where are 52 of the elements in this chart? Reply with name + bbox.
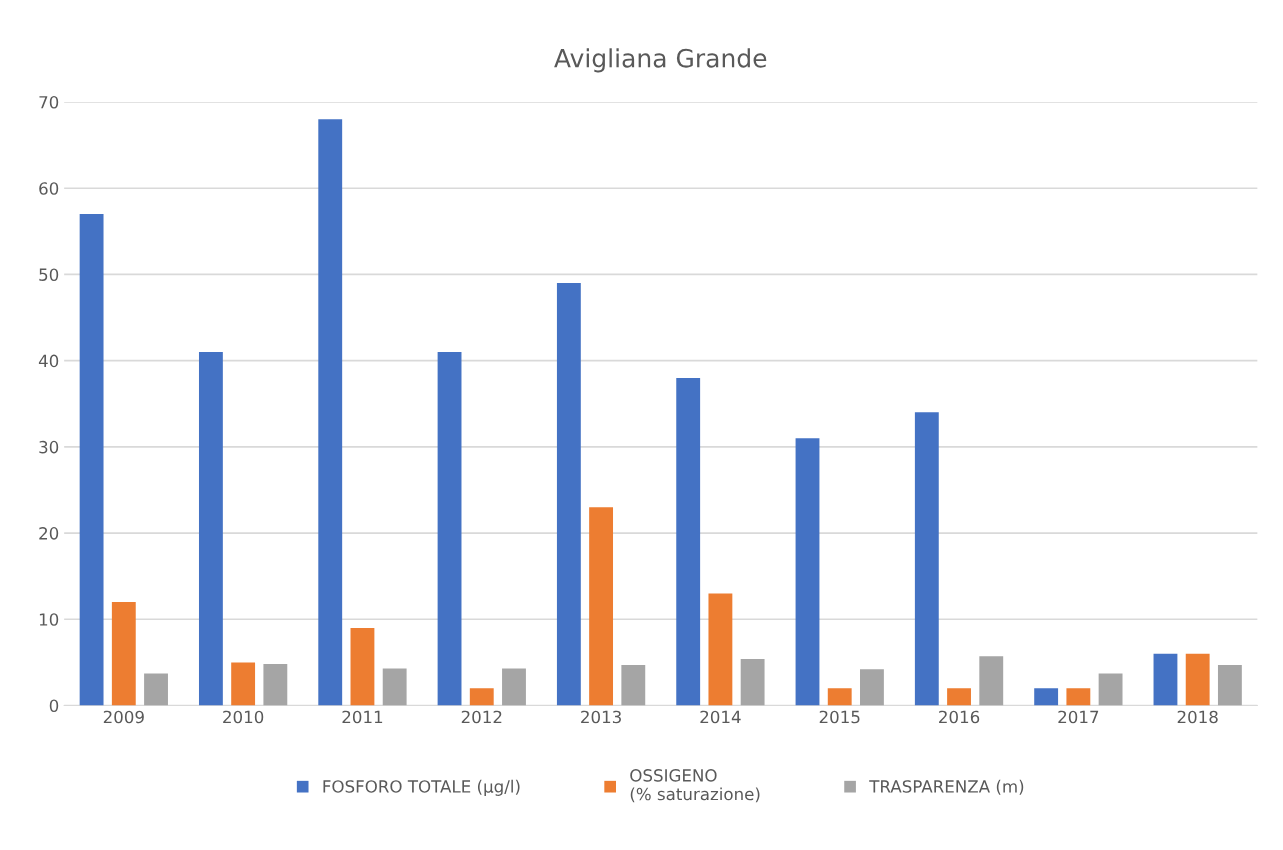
bar bbox=[437, 352, 462, 706]
bar bbox=[795, 438, 820, 706]
bar bbox=[231, 662, 256, 706]
bar bbox=[1098, 673, 1123, 706]
bar bbox=[318, 119, 343, 706]
bar bbox=[1066, 688, 1091, 706]
bar bbox=[350, 627, 375, 706]
legend-label: TRASPARENZA (m) bbox=[869, 779, 1024, 795]
y-tick-label: 50 bbox=[39, 268, 59, 281]
bar bbox=[979, 656, 1004, 706]
bar bbox=[1217, 664, 1242, 706]
y-tick-label: 20 bbox=[39, 527, 59, 540]
x-tick-label: 2009 bbox=[103, 710, 144, 724]
bar bbox=[111, 602, 136, 706]
bar bbox=[469, 688, 494, 706]
x-tick-label: 2010 bbox=[223, 710, 264, 724]
bar bbox=[1034, 688, 1059, 706]
bar bbox=[676, 377, 701, 706]
bar bbox=[198, 352, 223, 706]
bar bbox=[1185, 653, 1210, 706]
bar bbox=[740, 658, 765, 706]
chart-title: Avigliana Grande bbox=[554, 48, 767, 73]
bar bbox=[947, 688, 971, 706]
y-tick-label: 0 bbox=[49, 699, 59, 713]
y-tick-label: 30 bbox=[39, 440, 59, 454]
x-tick-label: 2014 bbox=[700, 710, 741, 724]
y-tick-label: 10 bbox=[39, 613, 59, 626]
bar bbox=[263, 664, 288, 706]
x-tick-label: 2015 bbox=[819, 710, 860, 724]
bar bbox=[556, 283, 581, 706]
bar bbox=[79, 214, 104, 706]
bar bbox=[621, 664, 646, 706]
legend-label: OSSIGENO (% saturazione) bbox=[630, 769, 760, 803]
x-tick-label: 2018 bbox=[1177, 710, 1218, 724]
bar bbox=[860, 669, 884, 706]
x-tick-label: 2013 bbox=[581, 710, 621, 724]
bar bbox=[1153, 653, 1178, 706]
bar bbox=[502, 668, 526, 706]
x-tick-label: 2011 bbox=[342, 710, 383, 724]
x-tick-label: 2012 bbox=[461, 710, 502, 724]
bar bbox=[144, 673, 168, 706]
x-tick-label: 2016 bbox=[939, 710, 980, 724]
legend-label: FOSFORO TOTALE (µg/l) bbox=[323, 779, 520, 796]
bar bbox=[382, 668, 407, 706]
bar bbox=[914, 412, 939, 706]
bar bbox=[827, 688, 852, 706]
y-tick-label: 40 bbox=[38, 354, 59, 368]
y-tick-label: 70 bbox=[39, 95, 59, 109]
bar bbox=[589, 507, 614, 706]
y-tick-label: 60 bbox=[39, 182, 59, 195]
bar bbox=[708, 593, 733, 706]
x-tick-label: 2017 bbox=[1058, 710, 1099, 724]
